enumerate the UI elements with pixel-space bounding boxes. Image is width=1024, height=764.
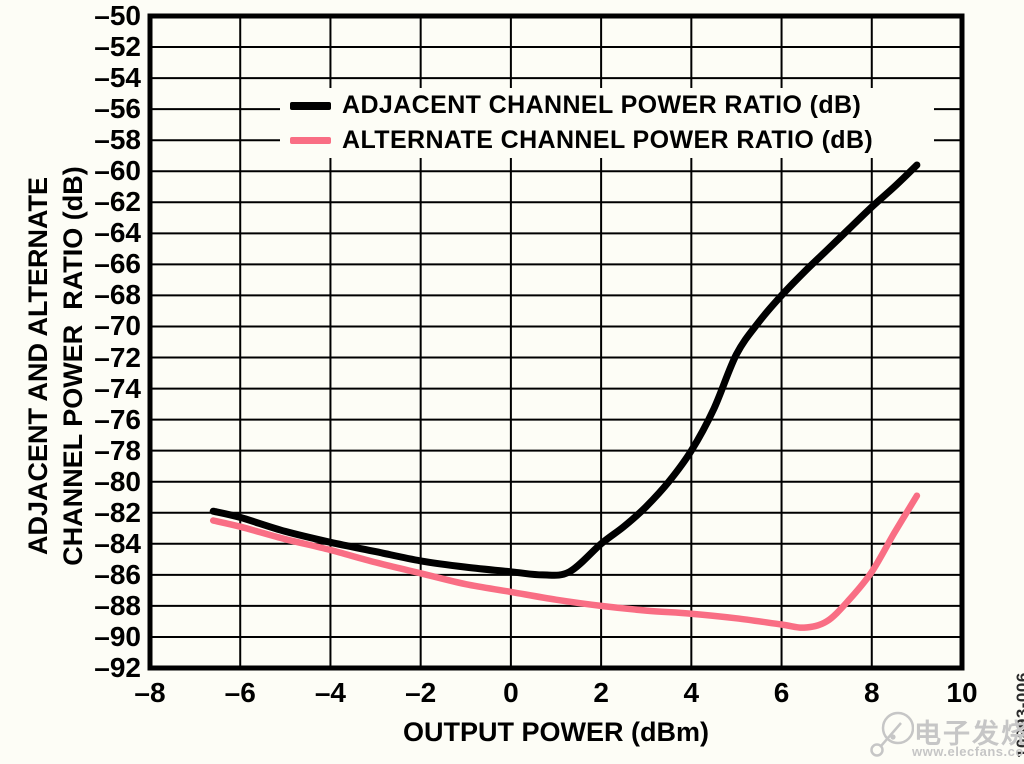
- legend-item-alternate: ALTERNATE CHANNEL POWER RATIO (dB): [290, 126, 934, 155]
- series-line-adjacent: [209, 161, 921, 579]
- watermark-url-text: www.elecfans.com: [912, 744, 1024, 759]
- legend-label-adjacent: ADJACENT CHANNEL POWER RATIO (dB): [342, 91, 862, 119]
- y-tick-label: –90: [94, 620, 141, 652]
- y-axis-title: ADJACENT AND ALTERNATE CHANNEL POWER RATI…: [21, 46, 93, 686]
- x-tick-label: –6: [224, 677, 256, 708]
- y-tick-label: –68: [94, 279, 141, 311]
- plot-frame: [147, 13, 965, 671]
- adjacent-series-swatch: [290, 101, 331, 110]
- x-tick-label: –8: [134, 677, 166, 708]
- x-tick-label: –2: [405, 677, 437, 708]
- x-tick-label: 2: [593, 677, 609, 708]
- watermark: 电子发烧友 www.elecfans.com: [868, 698, 1024, 764]
- y-tick-label: –50: [94, 0, 141, 31]
- y-tick-label: –60: [94, 155, 141, 187]
- x-axis-title: OUTPUT POWER (dBm): [403, 717, 709, 747]
- legend: ADJACENT CHANNEL POWER RATIO (dB) ALTERN…: [280, 88, 934, 158]
- y-tick-label: –62: [94, 186, 141, 218]
- x-tick-label: 10: [946, 677, 978, 708]
- alternate-series-swatch: [290, 137, 331, 144]
- y-tick-label: –88: [94, 589, 141, 621]
- x-tick-label: 6: [773, 677, 790, 708]
- series-line-alternate: [209, 492, 921, 631]
- y-tick-label: –92: [94, 652, 141, 683]
- y-tick-label: –86: [94, 558, 141, 590]
- y-axis-title-line2: CHANNEL POWER RATIO (dB): [58, 166, 88, 566]
- y-tick-label: –72: [94, 341, 141, 373]
- x-tick-label: –4: [314, 677, 347, 708]
- y-tick-label: –52: [94, 31, 141, 63]
- elecfans-logo-icon: [870, 711, 914, 757]
- legend-item-adjacent: ADJACENT CHANNEL POWER RATIO (dB): [290, 91, 934, 120]
- y-tick-label: –70: [94, 310, 141, 342]
- y-tick-label: –78: [94, 434, 141, 466]
- y-tick-label: –84: [94, 527, 141, 559]
- y-tick-label: –56: [94, 93, 141, 125]
- y-tick-label: –64: [94, 217, 141, 249]
- y-tick-label: –54: [94, 62, 141, 94]
- y-tick-label: –74: [94, 372, 141, 404]
- watermark-brand-text: 电子发烧友: [914, 719, 1024, 749]
- y-tick-label: –80: [94, 465, 141, 497]
- y-tick-label: –66: [94, 248, 141, 280]
- x-tick-label: 4: [683, 677, 700, 708]
- legend-label-alternate: ALTERNATE CHANNEL POWER RATIO (dB): [342, 126, 874, 154]
- y-tick-label: –58: [94, 124, 141, 156]
- y-tick-label: –82: [94, 496, 141, 528]
- x-tick-label: 8: [863, 677, 880, 708]
- y-axis-title-line1: ADJACENT AND ALTERNATE: [23, 177, 53, 555]
- x-tick-label: 0: [503, 677, 519, 708]
- y-tick-label: –76: [94, 403, 141, 435]
